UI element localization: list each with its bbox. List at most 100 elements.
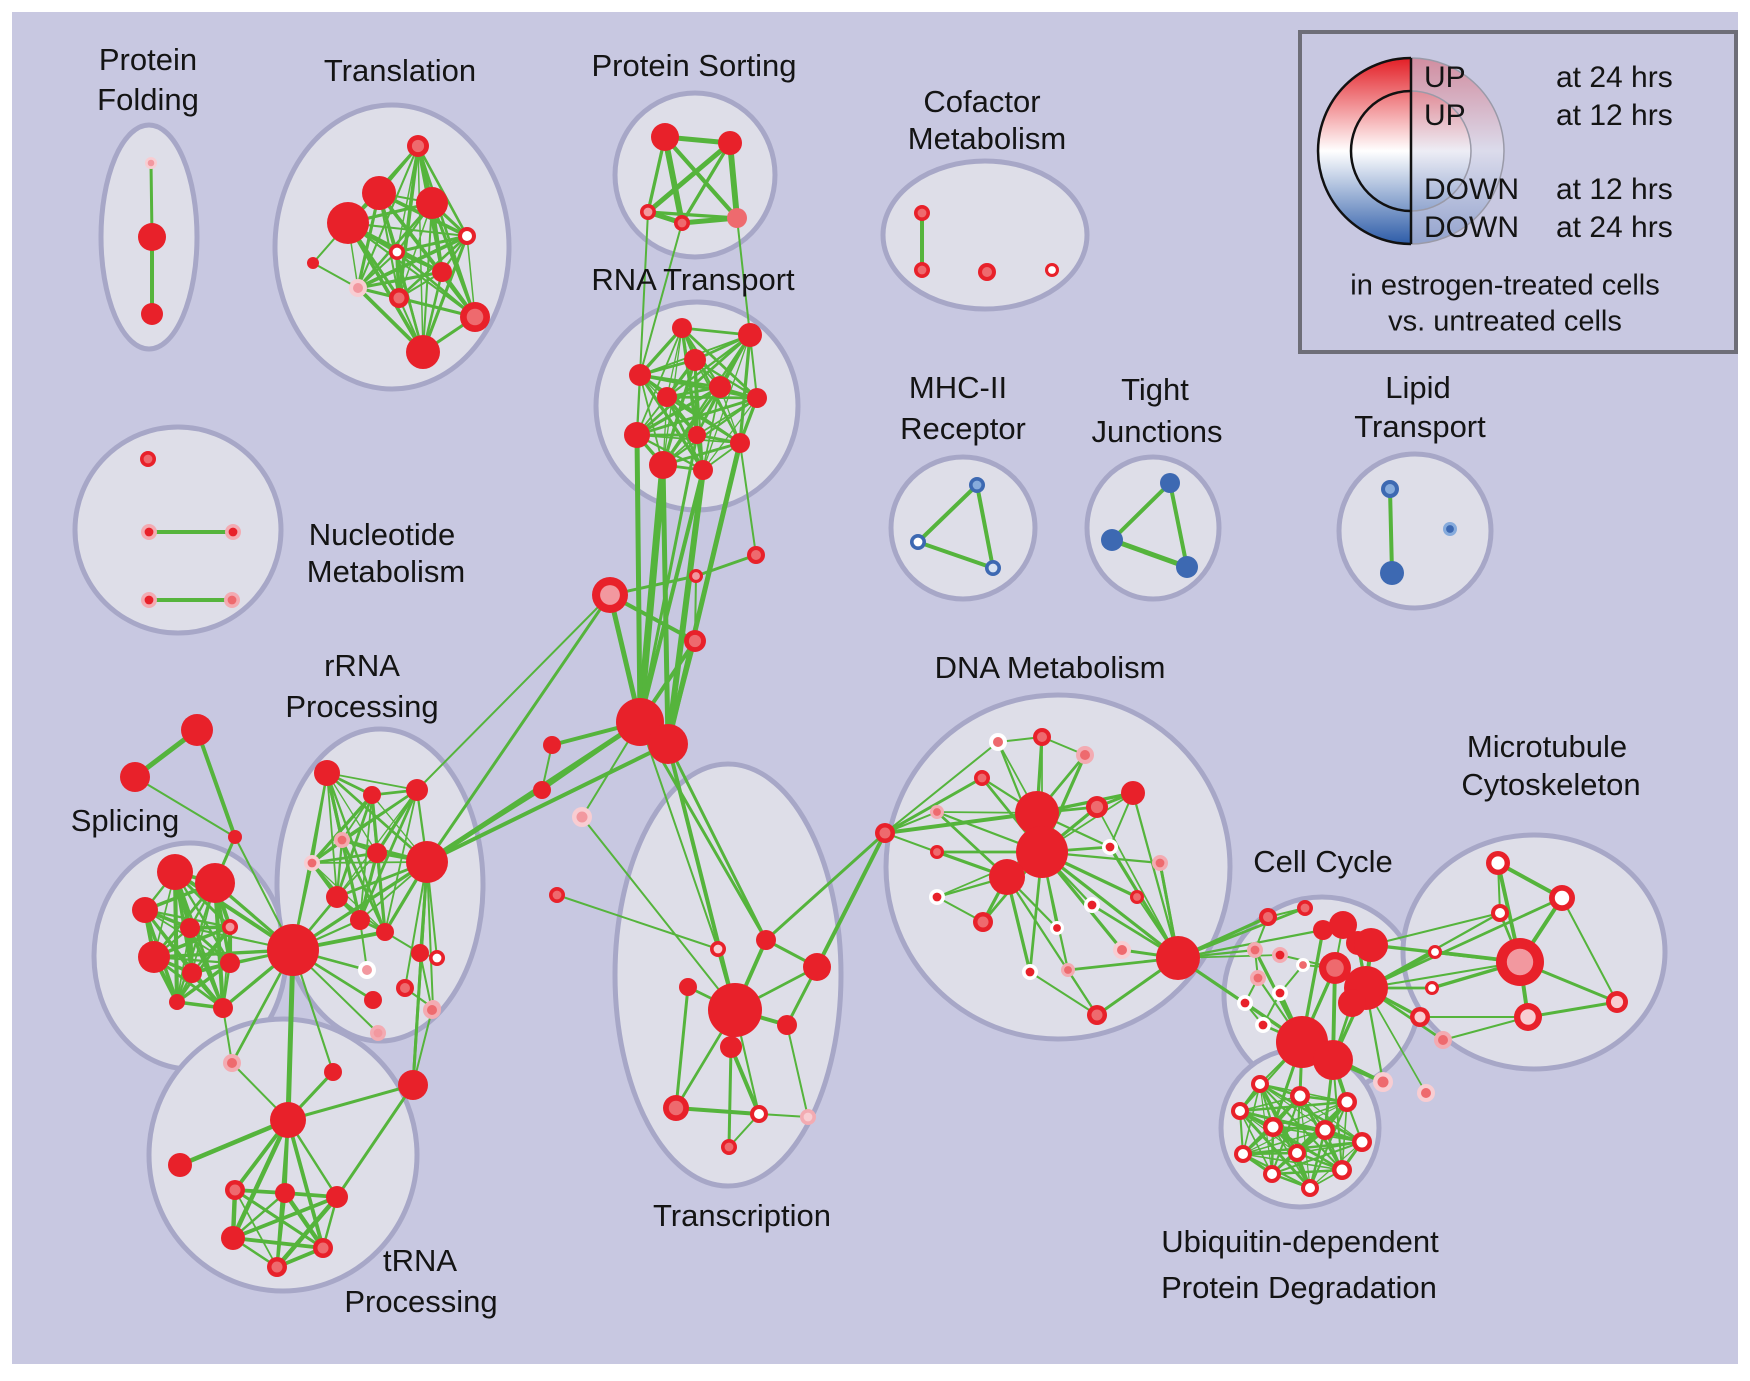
network-node [223, 1054, 241, 1072]
node-body [1329, 911, 1357, 939]
network-node [1491, 904, 1509, 922]
node-body [672, 318, 692, 338]
node-center [724, 1142, 734, 1152]
network-edge [421, 234, 469, 354]
network-edge [404, 861, 428, 989]
network-edge [384, 789, 418, 933]
cluster-label-mhc-ii-receptor: MHC-II [909, 370, 1007, 405]
network-node [549, 887, 565, 903]
node-body [1015, 791, 1059, 835]
cluster-label-protein-folding: Folding [97, 82, 199, 117]
network-node [275, 1183, 295, 1203]
network-node [657, 387, 677, 407]
network-edge [916, 483, 979, 544]
cluster-ellipse-mhc-ii-receptor [888, 454, 1038, 602]
network-node [1160, 473, 1180, 493]
node-center [1305, 1183, 1315, 1193]
node-center [1133, 893, 1141, 901]
network-node [1338, 989, 1366, 1017]
network-node [180, 918, 200, 938]
network-edge [326, 772, 378, 854]
network-node [432, 262, 452, 282]
network-node [220, 953, 240, 973]
node-center [688, 634, 702, 648]
network-node [363, 786, 381, 804]
network-edge [581, 816, 736, 1011]
network-node [1301, 1179, 1319, 1197]
network-edge [1270, 1140, 1364, 1176]
network-node [367, 843, 387, 863]
network-edge [1131, 791, 1180, 960]
network-node [1496, 938, 1544, 986]
network-node [1061, 963, 1075, 977]
network-node [224, 592, 240, 608]
network-node [327, 202, 369, 244]
node-center [1263, 912, 1273, 922]
network-node [1272, 947, 1288, 963]
network-node [1428, 945, 1442, 959]
network-node [1313, 1040, 1353, 1080]
network-node [914, 262, 930, 278]
network-edge [636, 327, 683, 436]
network-node [738, 323, 762, 347]
node-center [913, 537, 923, 547]
node-center [1275, 988, 1285, 998]
network-edge [286, 1118, 325, 1250]
network-node [1033, 728, 1051, 746]
network-edge [727, 140, 740, 221]
node-center [1255, 1079, 1265, 1089]
node-body [651, 123, 679, 151]
network-node [592, 577, 628, 613]
network-edge [884, 741, 999, 834]
network-edge [1241, 1151, 1299, 1156]
node-center [373, 1028, 383, 1038]
network-node [1417, 1084, 1435, 1102]
network-node [1050, 921, 1064, 935]
node-center [337, 835, 347, 845]
network-edge [1096, 806, 1179, 959]
network-node [629, 364, 651, 386]
cluster-label-trna-processing: Processing [344, 1284, 497, 1319]
network-node [693, 460, 713, 480]
node-center [1495, 908, 1505, 918]
node-body [1176, 556, 1198, 578]
network-edge [883, 811, 1039, 835]
node-body [138, 223, 166, 251]
node-center [552, 890, 562, 900]
network-edge [419, 952, 433, 1011]
network-edge [638, 468, 705, 724]
network-edge [172, 869, 180, 1005]
node-body [730, 433, 750, 453]
network-node [423, 1001, 441, 1019]
legend-inner-left-arc [1349, 89, 1412, 213]
network-node [875, 823, 895, 843]
cluster-label-trna-processing: tRNA [383, 1243, 457, 1278]
network-edge [639, 374, 664, 466]
network-node [141, 303, 163, 325]
node-center [229, 1184, 241, 1196]
network-node [1130, 890, 1144, 904]
node-center [576, 811, 588, 823]
cluster-label-rna-transport: RNA Transport [591, 262, 795, 297]
node-center [917, 208, 927, 218]
network-edge [674, 1106, 761, 1116]
network-node [974, 770, 990, 786]
network-edge [666, 742, 768, 942]
network-node [1250, 970, 1266, 986]
legend-row-time: at 24 hrs [1556, 61, 1673, 94]
node-body [1156, 936, 1200, 980]
network-edge [195, 728, 237, 839]
legend-inner-left-half [1351, 91, 1411, 211]
cluster-label-protein-folding: Protein [99, 42, 197, 77]
node-center [143, 454, 153, 464]
network-node [1272, 985, 1288, 1001]
node-center [427, 1005, 437, 1015]
network-node [750, 1105, 768, 1123]
node-center [1438, 1035, 1448, 1045]
network-edge [291, 860, 429, 952]
node-body [649, 451, 677, 479]
network-node [624, 422, 650, 448]
network-edge [739, 442, 757, 556]
network-node [1101, 529, 1123, 551]
node-center [1253, 973, 1263, 983]
